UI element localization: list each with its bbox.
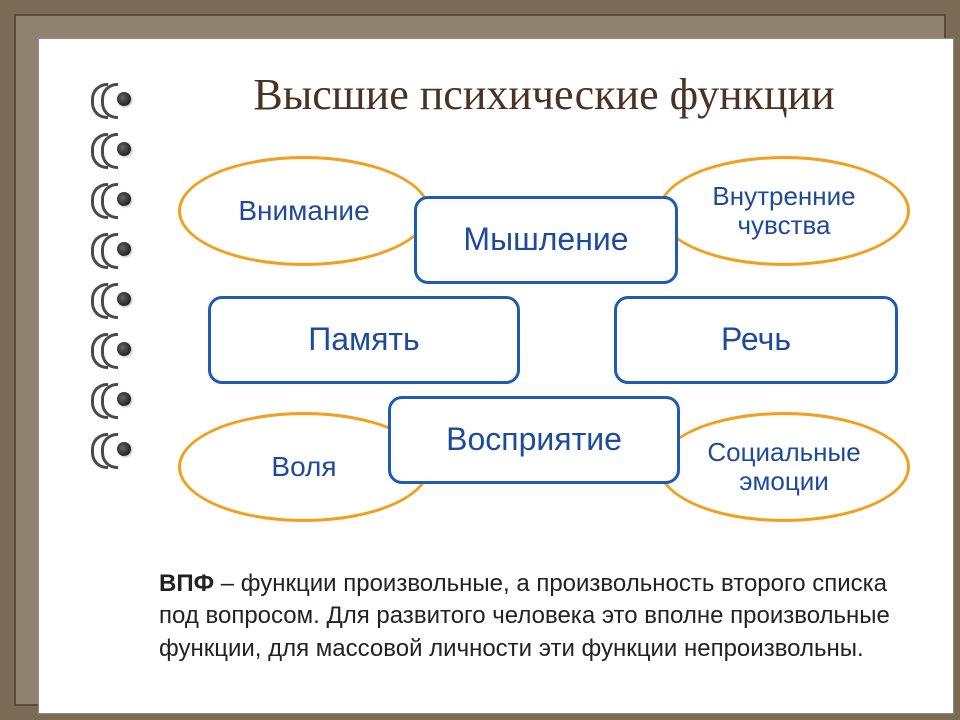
binding-ring: [91, 333, 131, 367]
binding-hole: [117, 92, 131, 106]
slide-page: Высшие психические функции Внимание Внутр…: [38, 38, 954, 714]
binding-ring: [91, 83, 131, 117]
binding-hole: [117, 392, 131, 406]
slide-content: Высшие психические функции Внимание Внутр…: [149, 69, 939, 709]
rect-speech: Речь: [614, 296, 898, 384]
ellipse-attention: Внимание: [178, 156, 430, 266]
binding-ring: [91, 133, 131, 167]
ellipse-feelings: Внутренние чувства: [658, 156, 910, 266]
slide-title: Высшие психические функции: [149, 69, 939, 120]
caption-text: ВПФ – функции произвольные, а произвольн…: [149, 568, 939, 665]
binding-hole: [117, 442, 131, 456]
binding-hole: [117, 142, 131, 156]
binding-ring: [91, 383, 131, 417]
slide-frame: Высшие психические функции Внимание Внутр…: [14, 14, 946, 706]
binding-hole: [117, 292, 131, 306]
caption-body: – функции произвольные, а произвольность…: [159, 570, 890, 662]
binding-ring: [91, 233, 131, 267]
binding-hole: [117, 342, 131, 356]
caption-bold-prefix: ВПФ: [159, 570, 214, 597]
binding-ring: [91, 433, 131, 467]
binding-hole: [117, 242, 131, 256]
diagram-area: ВниманиеВнутренние чувстваВоляСоциальные…: [164, 148, 924, 528]
rect-memory: Память: [208, 296, 520, 384]
ellipse-emotions: Социальные эмоции: [658, 412, 910, 522]
rect-thinking: Мышление: [414, 196, 678, 284]
binding-ring: [91, 283, 131, 317]
rect-perception: Восприятие: [388, 396, 680, 484]
binding-hole: [117, 192, 131, 206]
spiral-binding: [91, 83, 131, 483]
binding-ring: [91, 183, 131, 217]
